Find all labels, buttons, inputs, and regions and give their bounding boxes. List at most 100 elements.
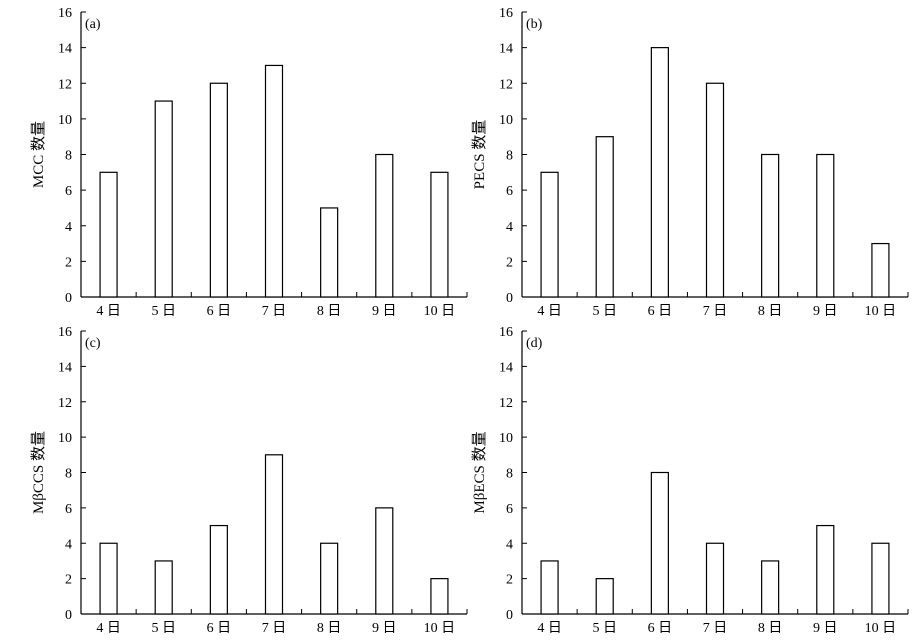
y-tick-label: 2: [65, 573, 72, 588]
panel-label: (c): [85, 336, 101, 351]
bar: [99, 171, 118, 298]
x-tick-label: 5 日: [592, 621, 617, 636]
x-tick-label: 6 日: [648, 304, 673, 319]
x-tick-label: 6 日: [207, 304, 232, 319]
y-tick-label: 12: [499, 77, 513, 92]
x-tick-label: 4 日: [537, 304, 562, 319]
y-tick-label: 14: [58, 360, 72, 375]
bar: [320, 207, 339, 298]
y-tick-label: 10: [499, 431, 513, 446]
x-tick-label: 7 日: [703, 304, 728, 319]
y-tick-label: 8: [65, 149, 72, 164]
y-axis-label: PECS 数量: [471, 120, 488, 190]
bar: [871, 242, 890, 298]
chart-panel-b: 0 2 4 6 8 10 12 14 16 4 日 5 日 6 日 7 日 8 日 9 日 10 日 (b) PE…: [471, 6, 909, 319]
y-tick-label: 6: [65, 184, 72, 199]
y-tick-label: 16: [58, 6, 72, 21]
bar: [871, 542, 890, 615]
y-tick-label: 8: [506, 149, 513, 164]
chart-panel-c: 0 2 4 6 8 10 12 14 16 4 日 5 日 6 日 7 日 8 日 9 日 10 日 (c) Mβ…: [30, 325, 468, 636]
x-tick-label: 6 日: [648, 621, 673, 636]
y-tick-label: 10: [58, 431, 72, 446]
y-tick-label: 8: [65, 467, 72, 482]
x-tick-label: 9 日: [813, 621, 838, 636]
bar: [99, 542, 118, 615]
x-tick-label: 5 日: [151, 304, 176, 319]
y-tick-label: 16: [499, 6, 513, 21]
y-tick-label: 8: [506, 467, 513, 482]
x-tick-label: 10 日: [865, 304, 897, 319]
x-tick-label: 6 日: [207, 621, 232, 636]
x-tick-label: 5 日: [592, 304, 617, 319]
x-tick-label: 4 日: [96, 621, 121, 636]
y-tick-label: 0: [506, 291, 513, 306]
panel-label: (a): [85, 17, 101, 32]
x-tick-label: 9 日: [372, 304, 397, 319]
x-tick-label: 8 日: [317, 304, 342, 319]
y-tick-label: 6: [506, 502, 513, 517]
bar: [264, 64, 284, 298]
x-tick-label: 7 日: [262, 304, 287, 319]
y-tick-label: 2: [506, 255, 513, 270]
bar: [540, 560, 559, 615]
y-tick-label: 10: [58, 113, 72, 128]
x-tick-label: 4 日: [96, 304, 121, 319]
y-axis-label: MβECS 数量: [471, 431, 488, 513]
bar: [650, 47, 669, 298]
x-tick-label: 8 日: [758, 621, 783, 636]
y-tick-label: 4: [506, 220, 513, 235]
x-tick-label: 10 日: [424, 304, 456, 319]
bar: [705, 542, 725, 615]
y-tick-label: 0: [65, 608, 72, 623]
bar: [816, 153, 835, 298]
y-tick-label: 14: [499, 360, 513, 375]
panel-label: (b): [526, 17, 543, 32]
x-tick-label: 8 日: [758, 304, 783, 319]
bar: [761, 153, 780, 298]
bar: [430, 578, 449, 615]
chart-panel-d: 0 2 4 6 8 10 12 14 16 4 日 5 日 6 日 7 日 8 日 9 日 10 日 (d) Mβ…: [471, 325, 909, 636]
y-tick-label: 12: [58, 396, 72, 411]
y-tick-label: 4: [65, 220, 72, 235]
bar: [375, 507, 394, 615]
bar: [154, 100, 173, 298]
bar: [264, 454, 284, 615]
y-tick-label: 4: [506, 537, 513, 552]
chart-panel-a: 0 2 4 6 8 10 12 14 16 4 日 5 日 6 日 7 日 8 日 9 日 10 日 (a) MC…: [30, 6, 468, 319]
y-tick-label: 16: [499, 325, 513, 340]
y-tick-label: 6: [506, 184, 513, 199]
y-tick-label: 12: [499, 396, 513, 411]
y-tick-label: 4: [65, 537, 72, 552]
y-tick-label: 0: [65, 291, 72, 306]
bar: [761, 560, 780, 615]
bar: [705, 82, 725, 298]
bar: [375, 153, 394, 298]
bar: [595, 578, 614, 615]
y-axis-label: MβCCS 数量: [30, 431, 47, 514]
x-tick-label: 7 日: [262, 621, 287, 636]
x-tick-label: 7 日: [703, 621, 728, 636]
y-tick-label: 10: [499, 113, 513, 128]
x-tick-label: 9 日: [813, 304, 838, 319]
x-tick-label: 4 日: [537, 621, 562, 636]
bar: [650, 471, 669, 615]
y-tick-label: 14: [499, 42, 513, 57]
bar: [154, 560, 173, 615]
y-tick-label: 6: [65, 502, 72, 517]
x-tick-label: 8 日: [317, 621, 342, 636]
bar: [430, 171, 449, 298]
panel-label: (d): [526, 336, 543, 351]
bar: [320, 542, 339, 615]
bar: [209, 524, 228, 615]
bar: [816, 524, 835, 615]
x-tick-label: 5 日: [151, 621, 176, 636]
y-tick-label: 14: [58, 42, 72, 57]
bar: [209, 82, 228, 298]
x-tick-label: 10 日: [865, 621, 897, 636]
y-tick-label: 2: [506, 573, 513, 588]
y-tick-label: 12: [58, 77, 72, 92]
y-tick-label: 2: [65, 255, 72, 270]
y-tick-label: 0: [506, 608, 513, 623]
y-tick-label: 16: [58, 325, 72, 340]
